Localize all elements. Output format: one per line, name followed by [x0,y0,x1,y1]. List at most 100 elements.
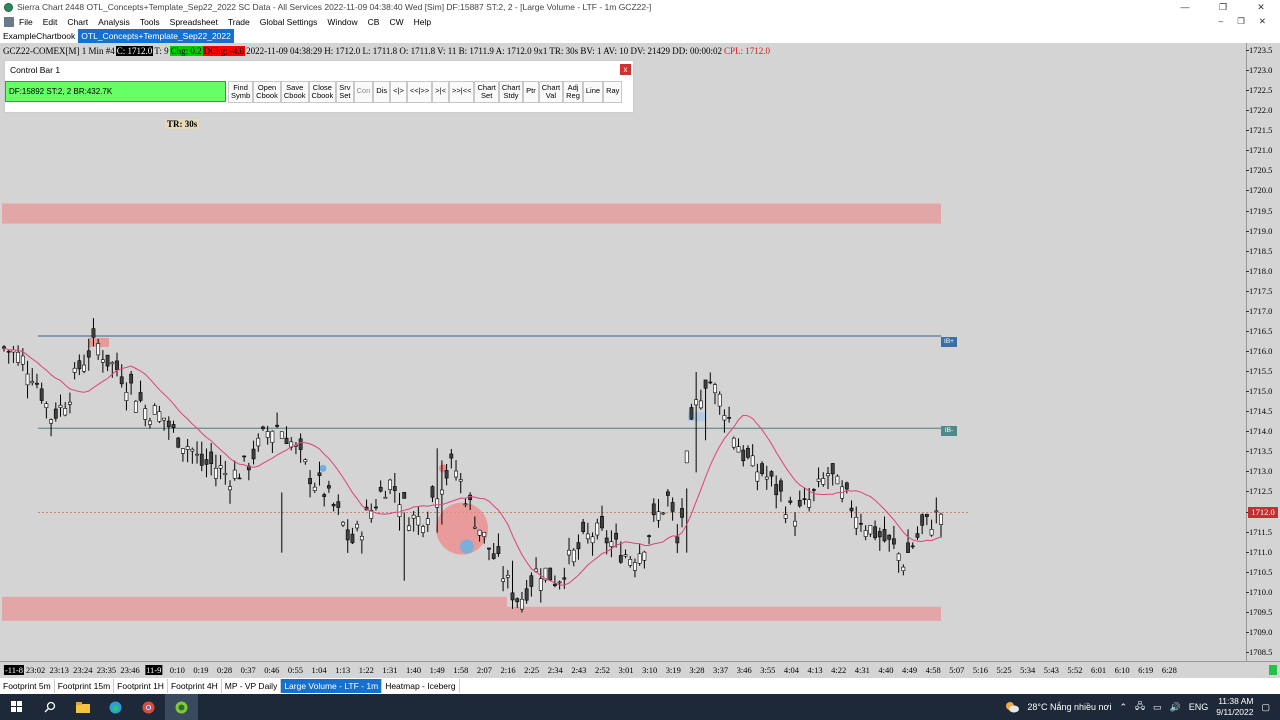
restore-button[interactable]: ❐ [1218,1,1228,12]
candle-body [425,518,430,525]
tab-mp-vp-daily[interactable]: MP - VP Daily [222,679,282,693]
candle-body [228,486,232,491]
candle-body [868,525,873,535]
control-button-dis[interactable]: Dis [373,81,391,103]
control-button-ray[interactable]: Ray [603,81,623,103]
notification-icon[interactable]: ▢ [1261,701,1270,712]
tab-footprint-15m[interactable]: Footprint 15m [55,679,115,693]
candle-body [595,522,600,536]
chart-area[interactable]: GCZ22-COMEX[M] 1 Min #4 C: 1712.0 T: 9 C… [0,43,1246,661]
candle-body [844,482,849,490]
candle-body [487,547,491,550]
control-bar: Control Bar 1 x DF:15892 ST:2, 2 BR:432.… [4,60,634,113]
price-tick-label: 1710.0 [1245,586,1273,597]
control-button-adj-reg[interactable]: Adj Reg [563,81,583,103]
time-tick-label: 23:24 [73,665,93,675]
menu-cb[interactable]: CB [367,16,380,27]
menu-file[interactable]: File [19,16,33,27]
edge-browser-icon[interactable] [99,694,132,720]
candle-body [873,526,877,539]
sierra-chart-taskbar-icon[interactable] [165,694,198,720]
price-tick-label: 1713.5 [1245,446,1273,457]
control-button-chart-val[interactable]: Chart Val [538,81,564,103]
candle-body [807,499,812,508]
window-titlebar: Sierra Chart 2448 OTL_Concepts+Template_… [0,0,1280,14]
tab-footprint-1h[interactable]: Footprint 1H [114,679,168,693]
cpl-value: CPL: 1712.0 [724,46,771,56]
control-button-[interactable]: >>|<< [449,81,475,103]
control-button-con[interactable]: Con [353,81,374,103]
candle-body [835,475,840,485]
time-tick-label: 23:35 [96,665,117,675]
candle-body [915,533,920,538]
control-button-find-symb[interactable]: Find Symb [228,81,254,103]
menu-cw[interactable]: CW [389,16,404,27]
tab-example-chartbook[interactable]: ExampleChartbook [3,31,76,41]
control-button-[interactable]: >|< [432,81,450,103]
control-button-line[interactable]: Line [582,81,604,103]
candle-body [892,538,896,545]
candle-body [416,516,421,526]
control-button-srv-set[interactable]: Srv Set [336,81,354,103]
tray-chevron-icon[interactable]: ⌃ [1119,701,1127,712]
control-button-save-cbook[interactable]: Save Cbook [280,81,309,103]
candle-body [623,554,628,557]
chartbook-menu-icon[interactable] [4,16,14,27]
tab-otl-concepts[interactable]: OTL_Concepts+Template_Sep22_2022 [78,29,234,43]
menu-window[interactable]: Window [327,16,358,27]
menu-help[interactable]: Help [413,16,432,27]
tab-footprint-4h[interactable]: Footprint 4H [168,679,222,693]
system-clock[interactable]: 11:38 AM 9/11/2022 [1216,696,1253,718]
control-button-[interactable]: <|> [390,81,407,103]
price-tick-label: 1715.5 [1245,366,1273,377]
minimize-button[interactable]: — [1180,1,1190,12]
menu-chart[interactable]: Chart [67,16,89,27]
price-tick-label: 1718.0 [1245,265,1273,276]
price-tick-label: 1717.0 [1245,305,1273,316]
tab-heatmap-iceberg[interactable]: Heatmap - Iceberg [382,679,460,693]
windows-start-icon[interactable] [0,694,33,720]
child-restore-button[interactable]: ❐ [1237,16,1245,26]
display-icon[interactable]: ▭ [1153,701,1162,712]
time-tick-label: 1:04 [311,665,327,675]
menu-analysis[interactable]: Analysis [98,16,130,27]
control-button-[interactable]: <<|>> [406,81,433,103]
candle-body [312,486,317,491]
candle-body [567,549,571,556]
tab-large-volume-ltf[interactable]: Large Volume - LTF - 1m [281,679,383,693]
menu-tools[interactable]: Tools [139,16,160,27]
candle-body [934,510,939,513]
menu-global-settings[interactable]: Global Settings [259,16,318,27]
price-chart[interactable] [0,43,1246,661]
chrome-browser-icon[interactable] [132,694,165,720]
menu-edit[interactable]: Edit [42,16,58,27]
control-button-ptr[interactable]: Ptr [523,81,539,103]
candle-body [199,453,204,466]
candle-body [628,559,633,566]
candle-body [463,503,468,506]
search-icon[interactable] [33,694,66,720]
price-axis[interactable]: 1723.5 1723.0 1722.5 1722.0 1721.5 1721.0 1720… [1245,43,1280,661]
candle-body [731,437,736,448]
child-close-button[interactable]: ✕ [1258,16,1266,26]
time-axis[interactable]: -11-8 23:02 23:13 23:24 23:35 23:46 11-9 0:10 0:… [0,661,1280,677]
time-tick-label: 6:10 [1114,665,1130,675]
tab-footprint-5m[interactable]: Footprint 5m [0,679,55,693]
control-button-chart-set[interactable]: Chart Set [474,81,499,103]
control-bar-close-icon[interactable]: x [620,64,631,75]
menu-trade[interactable]: Trade [227,16,250,27]
file-explorer-icon[interactable] [66,694,99,720]
candle-body [261,426,265,429]
menu-spreadsheet[interactable]: Spreadsheet [169,16,218,27]
candle-body [609,541,614,547]
control-button-chart-stdy[interactable]: Chart Stdy [498,81,524,103]
child-minimize-button[interactable]: – [1218,16,1224,26]
language-indicator[interactable]: ENG [1188,702,1209,712]
volume-icon[interactable]: 🔊 [1169,701,1181,712]
network-icon[interactable]: 🖧 [1135,701,1146,711]
control-button-close-cbook[interactable]: Close Cbook [308,81,337,103]
close-window-button[interactable]: ✕ [1257,1,1265,12]
candle-body [600,515,604,529]
weather-text[interactable]: 28°C Nắng nhiều nơi [1027,702,1112,712]
control-button-open-cbook[interactable]: Open Cbook [253,81,281,103]
